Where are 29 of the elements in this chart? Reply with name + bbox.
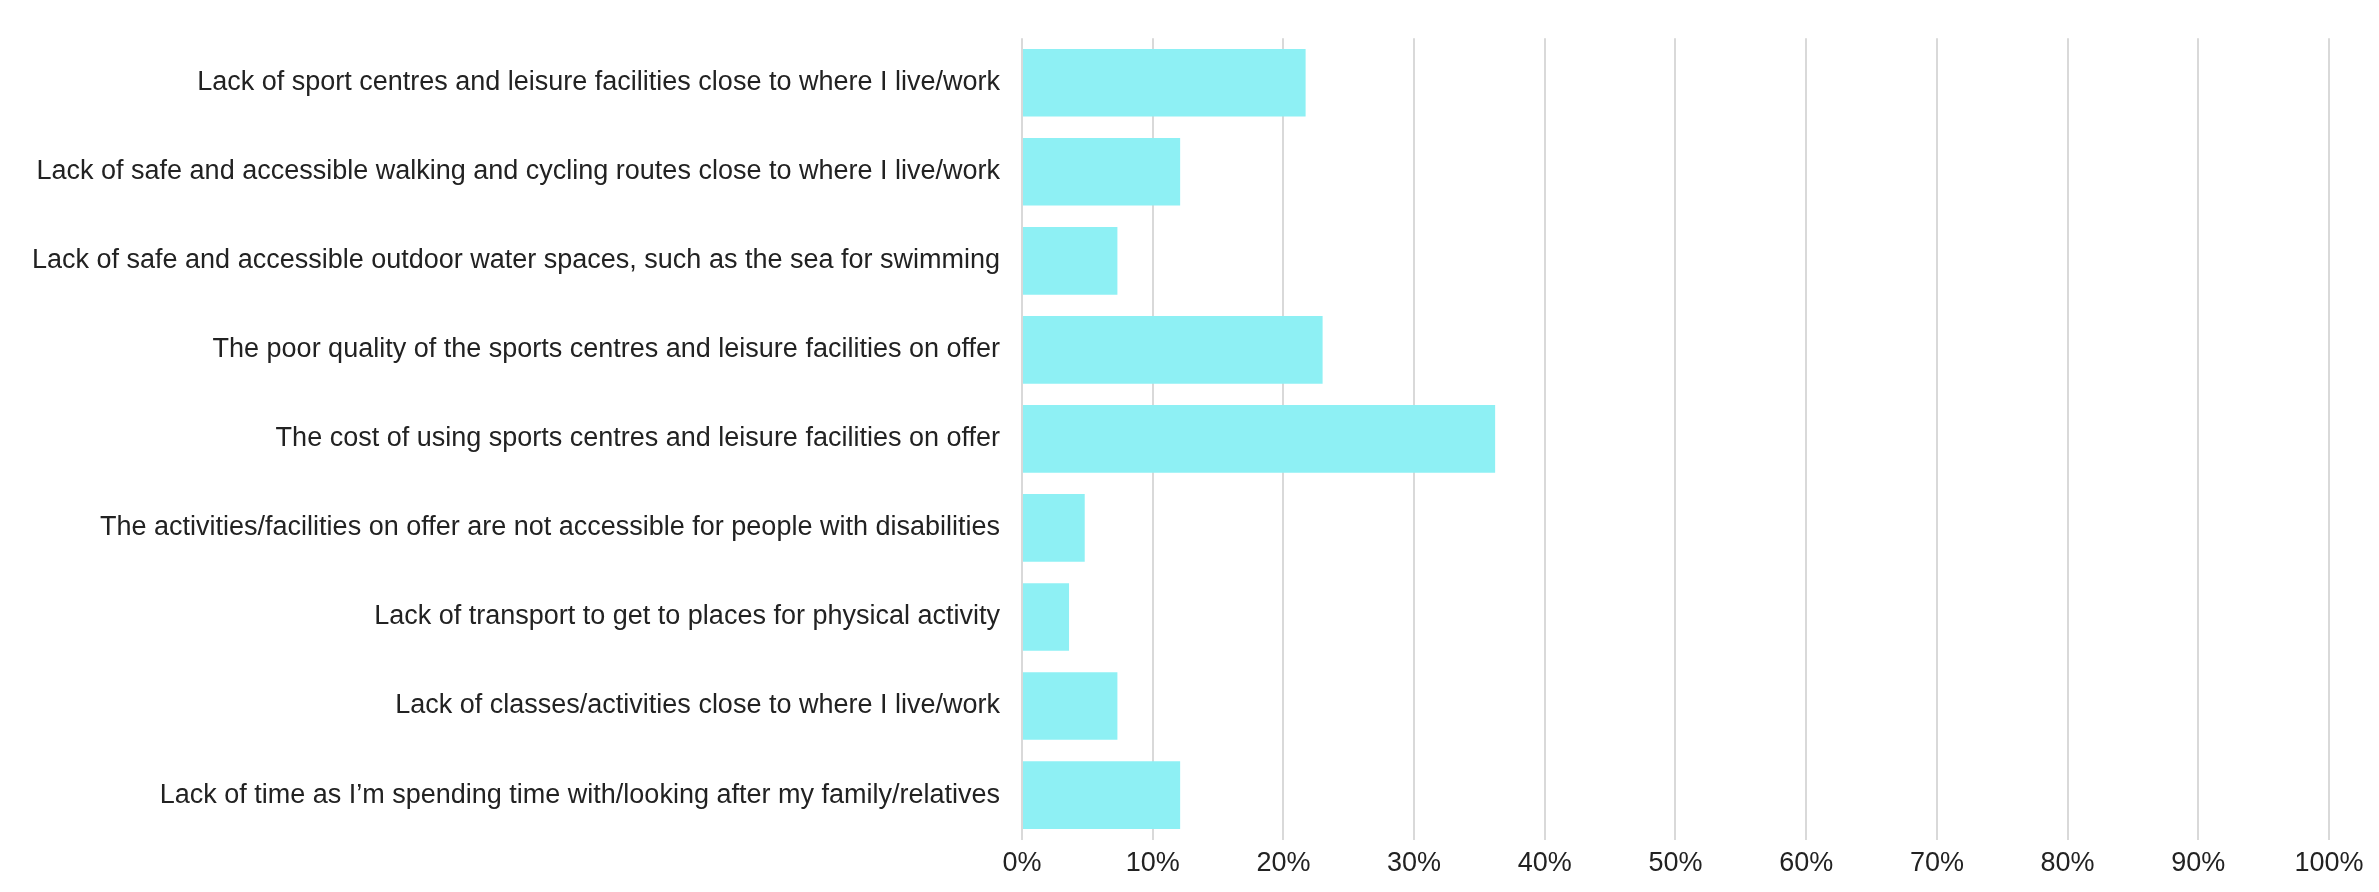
x-tick-label: 20%: [1256, 847, 1311, 878]
bar: [1022, 226, 1118, 295]
bar: [1022, 316, 1323, 384]
y-tick-label: The poor quality of the sports centres and leisure facilities on offer: [212, 333, 1000, 364]
y-tick-label: Lack of sport centres and leisure facilities close to where I live/work: [197, 66, 1001, 97]
y-tick-label: Lack of time as I’m spending time with/looking after my family/relatives: [159, 778, 1000, 809]
y-tick-label: Lack of safe and accessible walking and cycling routes close to where I live/work: [36, 155, 1001, 186]
x-tick-label: 40%: [1517, 847, 1572, 878]
x-tick-label: 50%: [1648, 847, 1703, 878]
bar: [1022, 405, 1496, 473]
x-tick-label: 100%: [2294, 847, 2364, 878]
y-tick-label: Lack of classes/activities close to where I live/work: [395, 689, 1001, 720]
x-tick-label: 30%: [1387, 847, 1442, 878]
x-tick-label: 60%: [1779, 847, 1834, 878]
y-tick-label: The cost of using sports centres and leisure facilities on offer: [275, 422, 1000, 453]
bar: [1022, 583, 1070, 651]
bar: [1022, 672, 1118, 740]
y-tick-label: Lack of safe and accessible outdoor water spaces, such as the sea for swimming: [31, 244, 1000, 275]
bar: [1022, 494, 1085, 562]
bar: [1022, 137, 1181, 206]
x-tick-label: 80%: [2040, 847, 2095, 878]
x-tick-label: 90%: [2171, 847, 2226, 878]
x-tick-label: 70%: [1909, 847, 1964, 878]
bar: [1022, 48, 1306, 117]
y-tick-label: Lack of transport to get to places for physical activity: [374, 600, 1001, 631]
bar: [1022, 761, 1181, 829]
x-tick-label: 10%: [1125, 847, 1180, 878]
y-tick-label: The activities/facilities on offer are not accessible for people with disabilities: [100, 511, 1000, 542]
x-tick-label: 0%: [1002, 847, 1042, 878]
